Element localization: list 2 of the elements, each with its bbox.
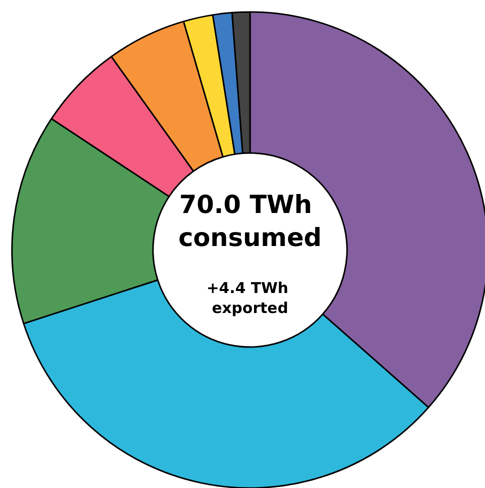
text: 70.0 TWh consumed bbox=[178, 190, 322, 252]
text: +4.4 TWh exported bbox=[206, 279, 294, 317]
